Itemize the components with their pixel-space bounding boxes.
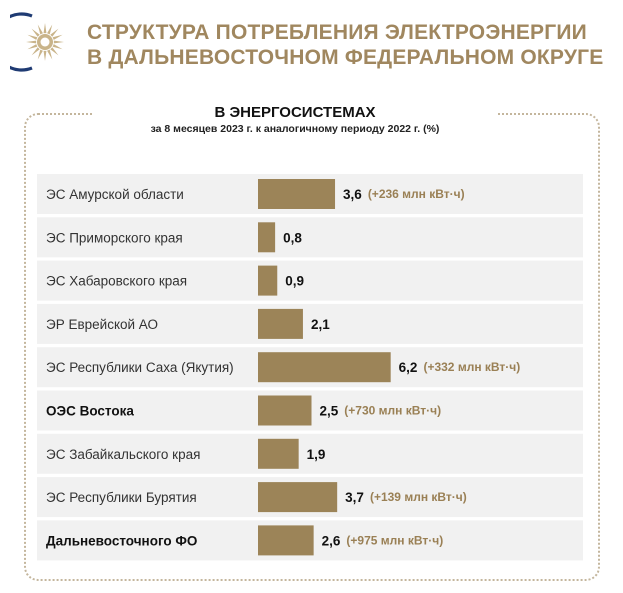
category-label: ЭС Приморского края <box>46 230 183 245</box>
page-title-line-2: В ДАЛЬНЕВОСТОЧНОМ ФЕДЕРАЛЬНОМ ОКРУГЕ <box>87 46 604 69</box>
sun-emblem-icon <box>10 12 64 72</box>
category-label: ЭС Амурской области <box>46 187 184 202</box>
sun-ray <box>37 49 43 60</box>
bar <box>258 308 303 339</box>
row-background <box>37 260 583 301</box>
bar <box>258 395 312 426</box>
value-label: 2,1 <box>311 317 330 332</box>
sun-ray <box>47 24 53 35</box>
sun-ray <box>50 28 59 37</box>
value-label: 2,6 <box>322 533 341 548</box>
value-label: 3,6 <box>343 187 362 202</box>
row-background <box>37 217 583 258</box>
value-label: 0,8 <box>283 230 302 245</box>
row-background <box>37 303 583 344</box>
page-title-line-1: СТРУКТУРА ПОТРЕБЛЕНИЯ ЭЛЕКТРОЭНЕРГИИ <box>87 21 587 44</box>
category-label: ЭС Республики Бурятия <box>46 490 197 505</box>
chart-title: В ЭНЕРГОСИСТЕМАХ <box>214 104 376 121</box>
sun-ray <box>31 47 40 56</box>
bar <box>258 525 314 556</box>
delta-label: (+236 млн кВт·ч) <box>368 187 465 201</box>
row-background <box>37 433 583 474</box>
sun-ray <box>43 23 47 34</box>
chart-header: В ЭНЕРГОСИСТЕМАХ за 8 месяцев 2023 г. к … <box>94 104 496 136</box>
category-label: Дальневосточного ФО <box>46 533 197 548</box>
sun-ray <box>52 44 63 50</box>
category-label: ЭР Еврейской АО <box>46 317 158 332</box>
sun-ray <box>50 47 59 56</box>
value-label: 3,7 <box>345 490 364 505</box>
value-label: 6,2 <box>399 360 418 375</box>
delta-label: (+730 млн кВт·ч) <box>344 404 441 418</box>
page-title: СТРУКТУРА ПОТРЕБЛЕНИЯ ЭЛЕКТРОЭНЕРГИИ В Д… <box>87 20 603 70</box>
sun-ray <box>37 24 43 35</box>
bar <box>258 352 391 383</box>
delta-label: (+332 млн кВт·ч) <box>423 360 520 374</box>
sun-ray <box>47 49 53 60</box>
delta-label: (+139 млн кВт·ч) <box>370 490 467 504</box>
category-label: ЭС Забайкальского края <box>46 447 200 462</box>
sun-ray <box>53 40 64 44</box>
bar <box>258 265 278 296</box>
sun-ray <box>27 34 38 40</box>
category-label: ОЭС Востока <box>46 404 134 419</box>
bar <box>258 482 338 513</box>
bar <box>258 222 276 253</box>
value-label: 1,9 <box>307 447 326 462</box>
category-label: ЭС Хабаровского края <box>46 274 187 289</box>
sun-ray <box>31 28 40 37</box>
delta-label: (+975 млн кВт·ч) <box>346 533 443 547</box>
category-label: ЭС Республики Саха (Якутия) <box>46 360 234 375</box>
bar <box>258 438 299 469</box>
value-label: 0,9 <box>285 274 304 289</box>
sun-ray <box>27 44 38 50</box>
bar <box>258 179 336 209</box>
sun-ray <box>52 34 63 40</box>
sun-ray <box>26 40 37 44</box>
sun-ray <box>43 50 47 61</box>
value-label: 2,5 <box>320 404 339 419</box>
chart-subtitle: за 8 месяцев 2023 г. к аналогичному пери… <box>150 123 440 135</box>
